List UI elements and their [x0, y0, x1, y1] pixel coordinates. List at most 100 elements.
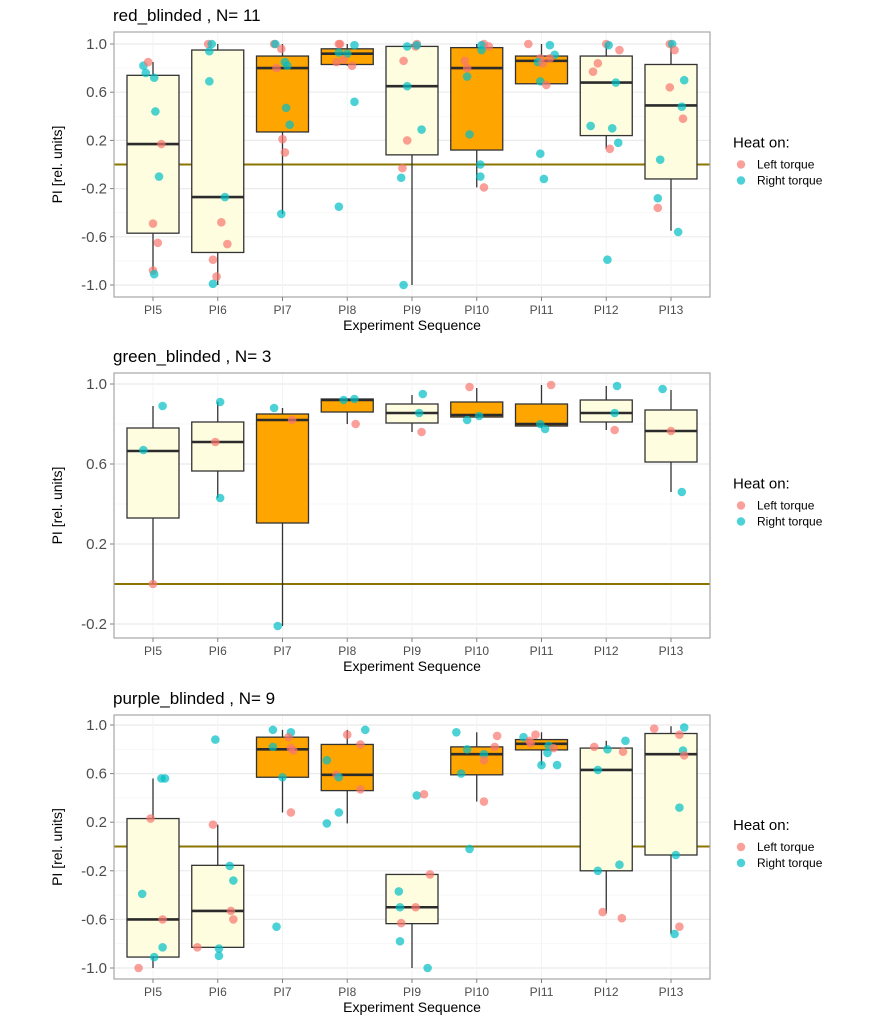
point-right-torque — [350, 97, 359, 107]
point-right-torque — [402, 42, 412, 51]
point-right-torque — [137, 889, 147, 899]
point-right-torque — [269, 403, 279, 413]
y-tick-label: -0.2 — [81, 616, 107, 633]
point-left-torque — [212, 272, 221, 281]
panel-title: purple_blinded , N= 9 — [113, 689, 275, 708]
box-PI10 — [450, 388, 504, 418]
point-left-torque — [460, 56, 470, 66]
point-right-torque — [675, 803, 684, 812]
box-PI7 — [255, 729, 310, 813]
legend-label: Right torque — [757, 174, 823, 188]
point-left-torque — [223, 239, 232, 249]
point-right-torque — [479, 749, 489, 759]
x-tick-label: PI10 — [464, 985, 489, 999]
x-tick-label: PI8 — [338, 644, 356, 658]
point-left-torque — [675, 730, 684, 740]
point-left-torque — [462, 63, 472, 73]
point-right-torque — [539, 174, 549, 184]
point-left-torque — [492, 731, 502, 741]
y-tick-label: 0.2 — [86, 814, 107, 831]
y-tick-label: -1.0 — [81, 960, 107, 977]
y-tick-label: 1.0 — [86, 717, 107, 734]
point-right-torque — [151, 107, 160, 116]
point-left-torque — [217, 218, 226, 227]
y-tick-label: 0.2 — [86, 536, 107, 553]
point-left-torque — [289, 746, 298, 755]
x-axis-label: Experiment Sequence — [343, 317, 481, 333]
point-left-torque — [148, 219, 158, 228]
point-right-torque — [613, 138, 623, 148]
point-right-torque — [208, 279, 218, 289]
x-tick-label: PI12 — [594, 985, 619, 999]
point-left-torque — [425, 870, 435, 879]
point-left-torque — [339, 55, 348, 64]
point-right-torque — [679, 723, 689, 732]
point-right-torque — [160, 774, 170, 783]
point-right-torque — [604, 40, 613, 50]
y-tick-label: 1.0 — [86, 36, 107, 53]
box-PI6 — [191, 402, 245, 498]
legend-swatch-right-torque — [736, 517, 746, 526]
legend-label: Right torque — [757, 856, 823, 870]
point-right-torque — [476, 160, 485, 169]
box-body — [644, 63, 698, 180]
x-tick-label: PI6 — [209, 985, 227, 999]
legend: Heat on: Left torque Right torque — [733, 135, 823, 188]
point-right-torque — [412, 40, 422, 50]
x-tick-label: PI10 — [464, 644, 489, 658]
box-body — [255, 736, 310, 778]
point-right-torque — [537, 760, 546, 770]
point-right-torque — [334, 808, 344, 817]
point-right-torque — [474, 411, 484, 421]
point-right-torque — [543, 748, 552, 758]
point-left-torque — [398, 163, 407, 173]
point-right-torque — [465, 130, 474, 139]
point-right-torque — [593, 765, 603, 775]
point-left-torque — [356, 785, 365, 794]
point-left-torque — [278, 134, 287, 144]
box-body — [644, 732, 698, 856]
box-body — [255, 413, 310, 524]
point-left-torque — [351, 419, 360, 429]
y-axis-label: PI [rel. units] — [49, 808, 65, 886]
point-left-torque — [542, 80, 551, 90]
point-right-torque — [611, 78, 621, 87]
point-right-torque — [214, 951, 224, 961]
y-tick-label: -1.0 — [81, 277, 107, 294]
x-tick-label: PI6 — [209, 644, 227, 658]
point-left-torque — [679, 751, 689, 760]
point-right-torque — [225, 861, 235, 871]
point-left-torque — [670, 45, 679, 55]
y-tick-label: 0.6 — [86, 456, 107, 473]
point-right-torque — [621, 736, 630, 746]
point-left-torque — [593, 58, 603, 68]
point-left-torque — [229, 915, 238, 924]
point-left-torque — [465, 382, 474, 392]
point-left-torque — [347, 61, 357, 70]
point-left-torque — [342, 730, 352, 740]
point-left-torque — [526, 738, 535, 748]
point-right-torque — [149, 269, 159, 279]
point-left-torque — [678, 114, 688, 124]
legend-title: Heat on: — [733, 476, 790, 493]
point-right-torque — [141, 68, 151, 78]
point-left-torque — [484, 42, 494, 51]
legend-title: Heat on: — [733, 817, 790, 834]
x-tick-label: PI5 — [144, 644, 162, 658]
box-body — [450, 46, 504, 151]
point-right-torque — [277, 209, 286, 219]
point-right-torque — [350, 40, 359, 50]
point-left-torque — [208, 820, 218, 829]
point-right-torque — [395, 936, 405, 946]
x-tick-label: PI5 — [144, 303, 162, 317]
legend-swatch-left-torque — [736, 842, 746, 852]
point-left-torque — [411, 902, 420, 912]
point-left-torque — [419, 789, 429, 799]
box-PI8 — [320, 729, 374, 824]
point-right-torque — [593, 866, 603, 876]
panel-red-blinded: red_blinded , N= 11 1.0 0.6 0.2 -0.2 -0.6 -1.0… — [49, 6, 823, 333]
x-tick-label: PI7 — [273, 985, 291, 999]
point-right-torque — [462, 72, 472, 81]
point-right-torque — [536, 149, 545, 158]
